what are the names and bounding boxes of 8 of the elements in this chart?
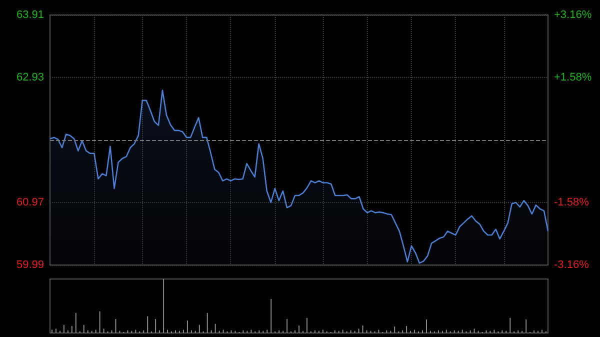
y-tick-label: 60.97 bbox=[16, 196, 44, 208]
y-tick-label: 59.99 bbox=[16, 259, 44, 271]
y-tick-label: 62.93 bbox=[16, 72, 44, 84]
y-tick-label: 63.91 bbox=[16, 9, 44, 21]
y2-tick-label: +1.58% bbox=[554, 72, 592, 84]
y2-tick-label: -3.16% bbox=[554, 259, 590, 271]
y2-tick-label: +3.16% bbox=[554, 9, 592, 21]
y2-tick-label: -1.58% bbox=[554, 196, 590, 208]
